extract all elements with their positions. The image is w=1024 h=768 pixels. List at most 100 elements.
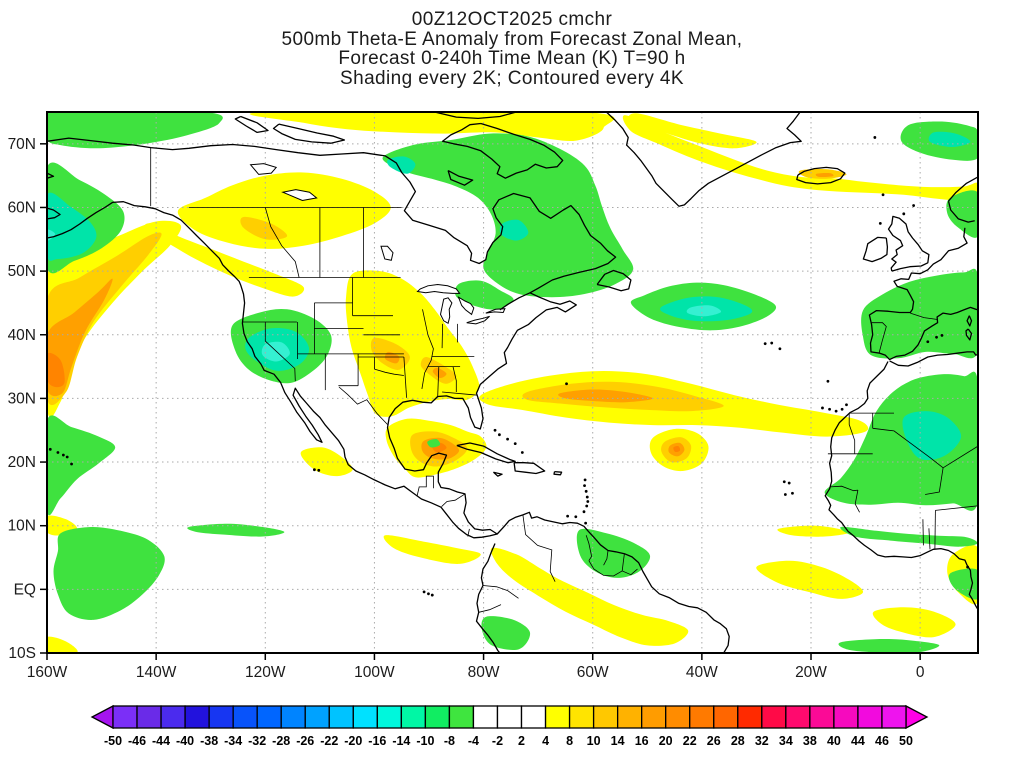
political-border — [830, 485, 858, 492]
political-border — [265, 340, 296, 382]
anomaly-region-green — [824, 371, 978, 511]
title-run-info: 00Z12OCT2025 cmchr — [411, 9, 613, 30]
colorbar-segment — [400, 705, 427, 729]
island-dot — [506, 437, 509, 441]
colorbar-tick-label: 2 — [518, 734, 525, 748]
title-forecast-range: Forecast 0-240h Time Mean (K) T=90 h — [338, 48, 686, 69]
colorbar-segment — [857, 705, 883, 729]
colorbar-segment — [713, 705, 739, 729]
colorbar-segment — [160, 705, 186, 729]
title-variable: 500mb Theta-E Anomaly from Forecast Zona… — [281, 28, 743, 50]
anomaly-region-orange — [47, 278, 113, 397]
political-border — [374, 368, 404, 376]
political-border — [603, 550, 609, 566]
lake-outline — [485, 308, 506, 314]
island-dot — [313, 468, 316, 472]
anomaly-region-aqua — [686, 305, 722, 317]
anomaly-region-deep_orange — [673, 445, 681, 453]
coastline — [492, 471, 503, 477]
colorbar-tick-label: 28 — [731, 734, 745, 748]
political-border — [522, 514, 556, 582]
colorbar-segment — [665, 705, 691, 729]
island-dot — [584, 521, 588, 525]
political-border — [872, 427, 944, 469]
anomaly-region-green — [861, 268, 978, 359]
lon-tick-label: 80W — [468, 664, 500, 681]
anomaly-region-green — [840, 526, 978, 547]
coastline — [475, 543, 501, 653]
lon-tick-label: 160W — [27, 664, 68, 681]
anomaly-region-teal — [928, 131, 971, 147]
island-dot — [70, 462, 73, 466]
colorbar-tick-label: -28 — [272, 734, 290, 748]
colorbar-tick-label: -44 — [152, 734, 170, 748]
anomaly-region-green — [948, 568, 978, 600]
coastline — [948, 176, 978, 202]
anomaly-region-yellow — [177, 172, 391, 249]
lon-tick-label: 20W — [795, 664, 827, 681]
colorbar-segment — [304, 705, 330, 729]
anomaly-region-gold — [240, 216, 288, 240]
island-dot — [498, 433, 501, 437]
colorbar-segment — [376, 705, 403, 729]
lon-tick-label: 0 — [916, 664, 925, 681]
coastline — [496, 511, 730, 653]
coastline — [889, 351, 978, 367]
map-plot-area — [47, 112, 978, 653]
colorbar-segment — [544, 705, 571, 729]
lake-outline — [466, 315, 490, 325]
colorbar-segment — [785, 705, 811, 729]
lat-tick-label: 70N — [8, 136, 36, 153]
anomaly-region-yellow — [777, 525, 850, 537]
anomaly-region-green — [47, 415, 116, 516]
island-dot — [493, 428, 497, 432]
colorbar-segment — [833, 705, 859, 729]
colorbar-tick-label: -50 — [104, 734, 122, 748]
island-dot — [584, 489, 588, 493]
lon-tick-label: 100W — [354, 664, 395, 681]
anomaly-region-yellow — [47, 220, 182, 418]
colorbar-tick-label: -22 — [320, 734, 338, 748]
island-dot — [821, 406, 824, 410]
lake-outline — [457, 296, 475, 316]
political-border — [621, 553, 625, 571]
coastline — [434, 112, 517, 120]
coastline — [553, 470, 563, 476]
island-dot — [902, 212, 906, 216]
political-border — [437, 366, 440, 397]
anomaly-map: 160W 140W 120W 100W 80W 60W 40W 20W 0 70N 60N 50N 40… — [8, 111, 979, 681]
lat-tick-label: 10N — [8, 518, 36, 535]
coastline — [47, 207, 61, 220]
island-dot — [787, 481, 791, 485]
colorbar-tick-label: 16 — [635, 734, 649, 748]
political-border — [934, 510, 936, 549]
colorbar-arrow-left — [90, 704, 114, 730]
lat-tick-label: 60N — [8, 199, 36, 216]
colorbar-segment — [352, 705, 378, 729]
colorbar-tick-label: 38 — [803, 734, 817, 748]
anomaly-region-teal — [499, 219, 529, 241]
colorbar-segment — [136, 705, 162, 729]
lake-outline — [439, 297, 453, 325]
lat-tick-label: 30N — [8, 390, 36, 407]
anomaly-region-orange — [432, 367, 447, 379]
island-dot — [422, 590, 426, 594]
anomaly-region-green — [946, 190, 978, 238]
island-dot — [317, 468, 321, 472]
colorbar-tick-label: 20 — [659, 734, 673, 748]
colorbar-tick-label: 4 — [542, 734, 549, 748]
anomaly-region-green — [53, 526, 165, 620]
island-dot — [783, 493, 787, 496]
political-border — [441, 493, 466, 507]
lat-tick-label: 10S — [8, 645, 36, 662]
colorbar-segment — [496, 705, 523, 729]
lake-outline — [380, 245, 394, 261]
island-dot — [582, 510, 586, 514]
political-border — [264, 207, 300, 278]
lat-tick-label: 40N — [8, 327, 36, 344]
anomaly-region-yellow — [490, 547, 689, 646]
political-border — [848, 413, 856, 454]
anomaly-region-yellow — [628, 113, 757, 149]
coastline — [796, 166, 846, 185]
coastline — [272, 123, 346, 144]
